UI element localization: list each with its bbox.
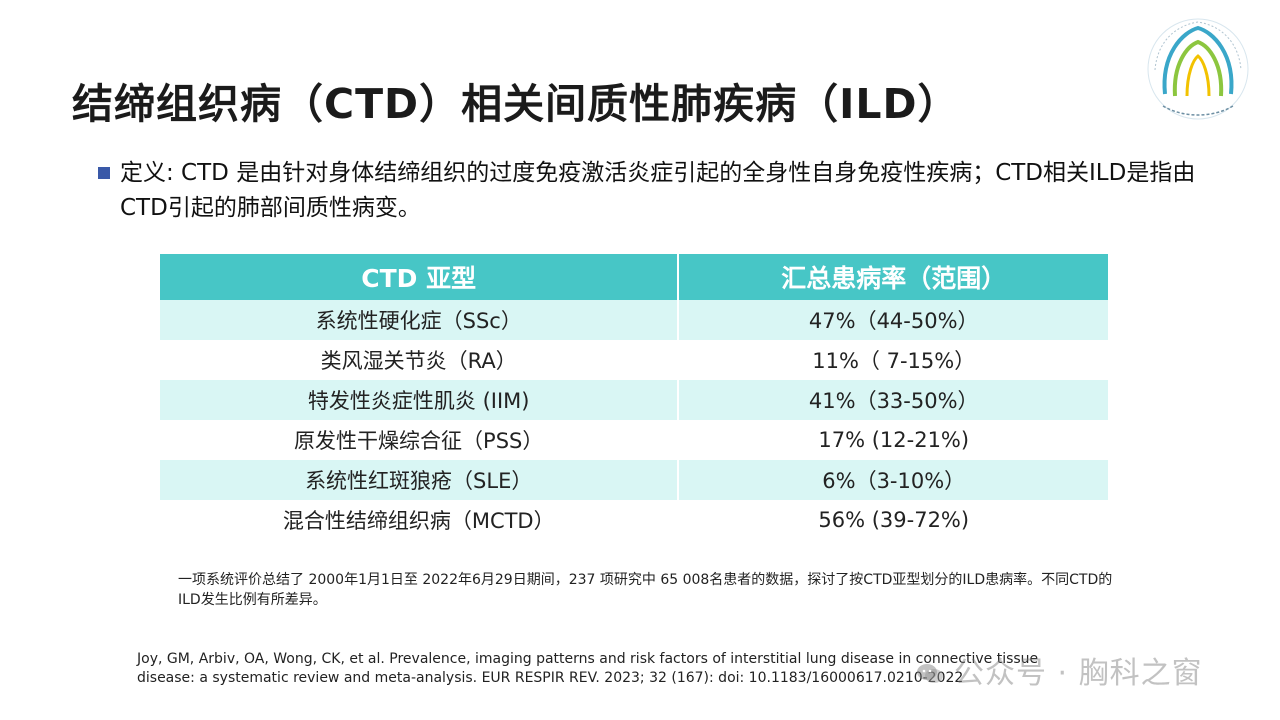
header-ctd-subtype: CTD 亚型: [160, 254, 679, 300]
ctd-subtype-cell: 特发性炎症性肌炎 (IIM): [160, 380, 679, 420]
prevalence-cell: 17% (12-21%): [677, 420, 1108, 460]
definition-bullet: 定义: CTD 是由针对身体结缔组织的过度免疫激活炎症引起的全身性自身免疫性疾病…: [98, 156, 1238, 226]
table-row: 类风湿关节炎（RA） 11%（ 7-15%）: [160, 340, 1108, 380]
bullet-square-icon: [98, 167, 110, 179]
organization-logo-seal: [1147, 18, 1249, 120]
prevalence-table: CTD 亚型 汇总患病率（范围） 系统性硬化症（SSc） 47%（44-50%）…: [160, 254, 1108, 540]
reference-citation: Joy, GM, Arbiv, OA, Wong, CK, et al. Pre…: [137, 651, 1039, 686]
ctd-subtype-cell: 原发性干燥综合征（PSS）: [160, 420, 679, 460]
prevalence-cell: 56% (39-72%): [677, 500, 1108, 540]
table-row: 混合性结缔组织病（MCTD） 56% (39-72%): [160, 500, 1108, 540]
ctd-subtype-cell: 类风湿关节炎（RA）: [160, 340, 679, 380]
study-note: 一项系统评价总结了 2000年1月1日至 2022年6月29日期间，237 项研…: [178, 572, 1113, 608]
watermark: 公众号 · 胸科之窗: [916, 648, 1203, 692]
ctd-subtype-cell: 系统性红斑狼疮（SLE）: [160, 460, 679, 500]
watermark-text: 公众号 · 胸科之窗: [954, 656, 1203, 691]
definition-text: 定义: CTD 是由针对身体结缔组织的过度免疫激活炎症引起的全身性自身免疫性疾病…: [120, 160, 1196, 221]
header-pooled-prevalence: 汇总患病率（范围）: [677, 254, 1108, 300]
table-row: 系统性红斑狼疮（SLE） 6%（3-10%）: [160, 460, 1108, 500]
prevalence-cell: 47%（44-50%）: [677, 300, 1108, 340]
table-row: 特发性炎症性肌炎 (IIM) 41%（33-50%）: [160, 380, 1108, 420]
table-header-row: CTD 亚型 汇总患病率（范围）: [160, 254, 1108, 300]
prevalence-cell: 41%（33-50%）: [677, 380, 1108, 420]
ctd-subtype-cell: 系统性硬化症（SSc）: [160, 300, 679, 340]
slide-title: 结缔组织病（CTD）相关间质性肺疾病（ILD）: [72, 80, 960, 128]
table-row: 原发性干燥综合征（PSS） 17% (12-21%): [160, 420, 1108, 460]
prevalence-cell: 6%（3-10%）: [677, 460, 1108, 500]
wechat-icon: [917, 664, 943, 683]
prevalence-cell: 11%（ 7-15%）: [677, 340, 1108, 380]
ctd-subtype-cell: 混合性结缔组织病（MCTD）: [160, 500, 679, 540]
table-row: 系统性硬化症（SSc） 47%（44-50%）: [160, 300, 1108, 340]
